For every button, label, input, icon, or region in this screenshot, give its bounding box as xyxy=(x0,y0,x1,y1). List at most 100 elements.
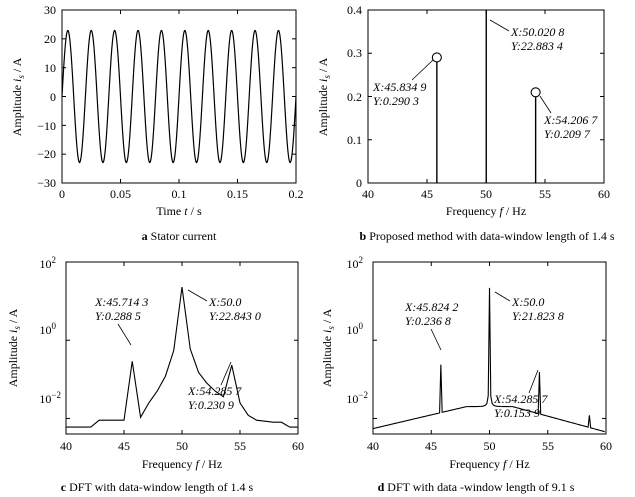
panel-a-ytick-3: 0 xyxy=(50,90,56,104)
panel-c-xtick-0: 40 xyxy=(60,439,72,453)
panel-c-ylabel: Amplitude is / A xyxy=(6,308,22,387)
panel-b-ticks xyxy=(367,9,605,184)
panel-a-xlabel: Time t / s xyxy=(156,204,202,218)
panel-d-ylabel: Amplitude is / A xyxy=(320,308,336,387)
svg-text:10−2: 10−2 xyxy=(346,390,368,406)
panel-d-xtick-4: 60 xyxy=(600,439,612,453)
panel-c-xtick-1: 45 xyxy=(118,439,130,453)
panel-a-caption: a Stator current xyxy=(142,229,217,243)
panel-c-annot-1-x: X:50.0 xyxy=(208,295,241,309)
panel-d-xtick-2: 50 xyxy=(484,439,496,453)
panel-c-series-line xyxy=(66,287,298,428)
panel-d-annot-1-y: Y:21.823 8 xyxy=(512,309,564,323)
panel-b-annot-0-arrow xyxy=(411,59,434,81)
panel-c-annot-2-y: Y:0.230 9 xyxy=(188,398,234,412)
panel-d-annot-1-arrow xyxy=(494,291,511,302)
panel-b-annot-0-x: X:45.834 9 xyxy=(372,80,426,94)
panel-b-ytick-0: 0 xyxy=(356,176,362,190)
panel-d-annot-0-arrow xyxy=(430,328,442,351)
panel-d-annot-0-y: Y:0.236 8 xyxy=(405,314,451,328)
panel-a-ylabel: Amplitude is / A xyxy=(10,57,26,136)
panel-b-annot-2-x: X:54.206 7 xyxy=(543,113,598,127)
panel-d-annot-0-x: X:45.824 2 xyxy=(404,300,458,314)
panel-c-xlabel: Frequency f / Hz xyxy=(142,457,222,471)
panel-d-xtick-0: 40 xyxy=(367,439,379,453)
panel-b-xtick-4: 60 xyxy=(598,187,610,201)
panel-d: 40 45 50 55 60 102 100 10−2 X:45.824 2 Y… xyxy=(320,255,612,494)
panel-b-annot-2-arrow xyxy=(539,95,552,114)
panel-b-annot-1-x: X:50.020 8 xyxy=(510,25,564,39)
panel-c-ytick-1: 100 xyxy=(40,321,57,337)
panel-c-annot-0-arrow xyxy=(117,323,132,346)
panel-a-xtick-1: 0.05 xyxy=(110,187,131,201)
panel-d-xtick-3: 55 xyxy=(542,439,554,453)
panel-d-ytick-0: 102 xyxy=(347,255,364,271)
panel-b-series xyxy=(431,10,541,183)
panel-b-ylabel: Amplitude is / A xyxy=(316,57,332,136)
panel-a: 0 0.05 0.1 0.15 0.2 −30 −20 −10 0 10 20 … xyxy=(10,3,304,243)
panel-a-xtick-4: 0.2 xyxy=(289,187,304,201)
panel-b-xlabel: Frequency f / Hz xyxy=(446,204,526,218)
panel-c-annot-1-y: Y:22.843 0 xyxy=(209,309,261,323)
panel-d-annot-2-x: X:54.285 7 xyxy=(493,392,548,406)
panel-b-xtick-2: 50 xyxy=(480,187,492,201)
panel-d-series xyxy=(372,287,605,433)
panel-b-caption: b Proposed method with data-window lengt… xyxy=(360,229,615,243)
panel-c-ytick-2: 10−2 xyxy=(39,390,61,406)
panel-c-annot-2-x: X:54.285 7 xyxy=(187,384,242,398)
panel-b-ytick-3: 0.3 xyxy=(347,46,362,60)
panel-c-caption: c DFT with data-window length of 1.4 s xyxy=(61,480,254,494)
panel-b-xtick-3: 55 xyxy=(539,187,551,201)
panel-c: 40 45 50 55 60 102 100 10−2 X:45.714 3 Y… xyxy=(6,255,304,494)
svg-text:100: 100 xyxy=(347,321,364,337)
panel-a-xtick-2: 0.1 xyxy=(172,187,187,201)
panel-b-annot-1-arrow xyxy=(489,19,510,32)
panel-b-xtick-0: 40 xyxy=(362,187,374,201)
panel-b-annot-2-y: Y:0.209 7 xyxy=(544,127,591,141)
panel-a-xtick-0: 0 xyxy=(59,187,65,201)
svg-text:10−2: 10−2 xyxy=(39,390,61,406)
panel-d-ytick-2: 10−2 xyxy=(346,390,368,406)
panel-c-xtick-4: 60 xyxy=(292,439,304,453)
panel-c-annot-0-x: X:45.714 3 xyxy=(94,295,148,309)
panel-d-xtick-1: 45 xyxy=(425,439,437,453)
panel-a-series-line xyxy=(61,29,297,164)
panel-d-caption: d DFT with data -window length of 9.1 s xyxy=(378,480,575,494)
panel-b-ytick-2: 0.2 xyxy=(347,90,362,104)
svg-text:102: 102 xyxy=(347,255,364,271)
panel-c-annot-2-arrow xyxy=(220,361,232,386)
panel-a-ytick-1: −20 xyxy=(37,147,56,161)
panel-a-ytick-0: −30 xyxy=(37,176,56,190)
panel-d-annot-1-x: X:50.0 xyxy=(511,295,544,309)
panel-b-stem-marker-0 xyxy=(431,52,442,63)
panel-b-ytick-1: 0.1 xyxy=(347,133,362,147)
panel-d-ytick-1: 100 xyxy=(347,321,364,337)
panel-c-xtick-2: 50 xyxy=(176,439,188,453)
svg-text:100: 100 xyxy=(40,321,57,337)
panel-d-annot-2-arrow xyxy=(528,369,539,394)
panel-d-series-line xyxy=(372,287,605,433)
panel-c-ytick-0: 102 xyxy=(40,255,57,271)
panel-c-annot-1-arrow xyxy=(187,289,208,302)
panel-c-ticks xyxy=(65,261,299,434)
panel-a-ytick-5: 20 xyxy=(44,32,56,46)
panel-a-ytick-6: 30 xyxy=(44,3,56,17)
svg-text:102: 102 xyxy=(40,255,57,271)
panel-c-annot-0-y: Y:0.288 5 xyxy=(95,309,141,323)
panel-b-ytick-4: 0.4 xyxy=(347,3,362,17)
panel-d-ticks xyxy=(372,261,607,434)
panel-a-ytick-2: −10 xyxy=(37,119,56,133)
panel-c-xtick-3: 55 xyxy=(234,439,246,453)
panel-d-xlabel: Frequency f / Hz xyxy=(449,457,529,471)
panel-a-xtick-3: 0.15 xyxy=(227,187,248,201)
panel-c-series xyxy=(66,287,298,428)
panel-a-series xyxy=(61,29,297,164)
panel-d-annot-2-y: Y:0.153 9 xyxy=(494,406,540,420)
panel-b-xtick-1: 45 xyxy=(421,187,433,201)
panel-a-ytick-4: 10 xyxy=(44,61,56,75)
panel-b-annot-1-y: Y:22.883 4 xyxy=(511,39,563,53)
panel-b-stem-marker-2 xyxy=(530,87,541,98)
panel-d-axes-frame xyxy=(372,261,607,435)
panel-b: 40 45 50 55 60 0 0.1 0.2 0.3 0.4 X:45.83… xyxy=(316,3,615,243)
